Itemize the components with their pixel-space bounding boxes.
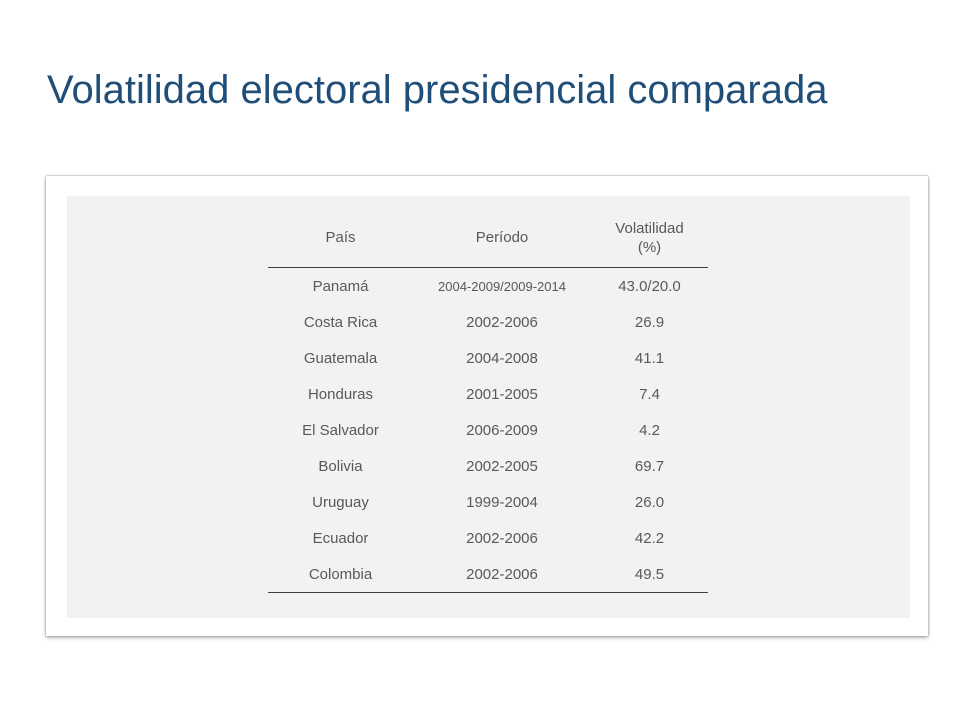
cell-period: 2001-2005 [466,385,538,403]
cell-volatility: 26.9 [634,313,665,331]
table-row: Ecuador 2002-2006 42.2 [268,520,708,556]
cell-country: Ecuador [312,529,369,547]
cell-period: 2002-2005 [466,457,538,475]
cell-volatility: 26.0 [634,493,665,511]
header-period: Período [413,208,591,268]
cell-volatility: 69.7 [634,457,665,475]
cell-volatility: 41.1 [634,349,665,367]
cell-period: 2006-2009 [466,421,538,439]
cell-period: 2002-2006 [413,556,591,593]
cell-country: Colombia [268,556,413,593]
header-country: País [268,208,413,268]
header-volatility-label: Volatilidad [615,219,684,237]
cell-volatility: 4.2 [639,421,660,439]
table-image-frame: País Período Volatilidad (%) Panamá 2004… [46,176,928,636]
cell-country: El Salvador [302,421,379,439]
cell-country: Honduras [307,385,374,403]
cell-volatility: 7.4 [639,385,660,403]
table-row: Uruguay 1999-2004 26.0 [268,484,708,520]
cell-country: Uruguay [312,493,369,511]
cell-volatility: 42.2 [634,529,665,547]
volatility-table: País Período Volatilidad (%) Panamá 2004… [268,208,708,593]
slide-title: Volatilidad electoral presidencial compa… [47,68,828,112]
cell-period: 2004-2009/2009-2014 [438,278,566,294]
header-volatility: Volatilidad (%) [591,208,708,268]
table-row: El Salvador 2006-2009 4.2 [268,412,708,448]
cell-period: 1999-2004 [466,493,538,511]
table-row: Guatemala 2004-2008 41.1 [268,340,708,376]
cell-period: 2002-2006 [466,529,538,547]
cell-country: Guatemala [303,349,378,367]
table-row: Honduras 2001-2005 7.4 [268,376,708,412]
cell-volatility: 43.0/20.0 [618,277,681,295]
cell-period: 2004-2008 [466,349,538,367]
table-row: Colombia 2002-2006 49.5 [268,556,708,593]
table-row: Costa Rica 2002-2006 26.9 [268,304,708,340]
table-background: País Período Volatilidad (%) Panamá 2004… [67,196,910,618]
table-header-row: País Período Volatilidad (%) [268,208,708,268]
table-row: Bolivia 2002-2005 69.7 [268,448,708,484]
cell-country: Costa Rica [303,313,378,331]
cell-country: Panamá [312,277,369,295]
cell-period: 2002-2006 [466,313,538,331]
cell-volatility: 49.5 [591,556,708,593]
header-volatility-unit: (%) [637,238,662,256]
cell-country: Bolivia [318,457,363,475]
table-row: Panamá 2004-2009/2009-2014 43.0/20.0 [268,268,708,305]
